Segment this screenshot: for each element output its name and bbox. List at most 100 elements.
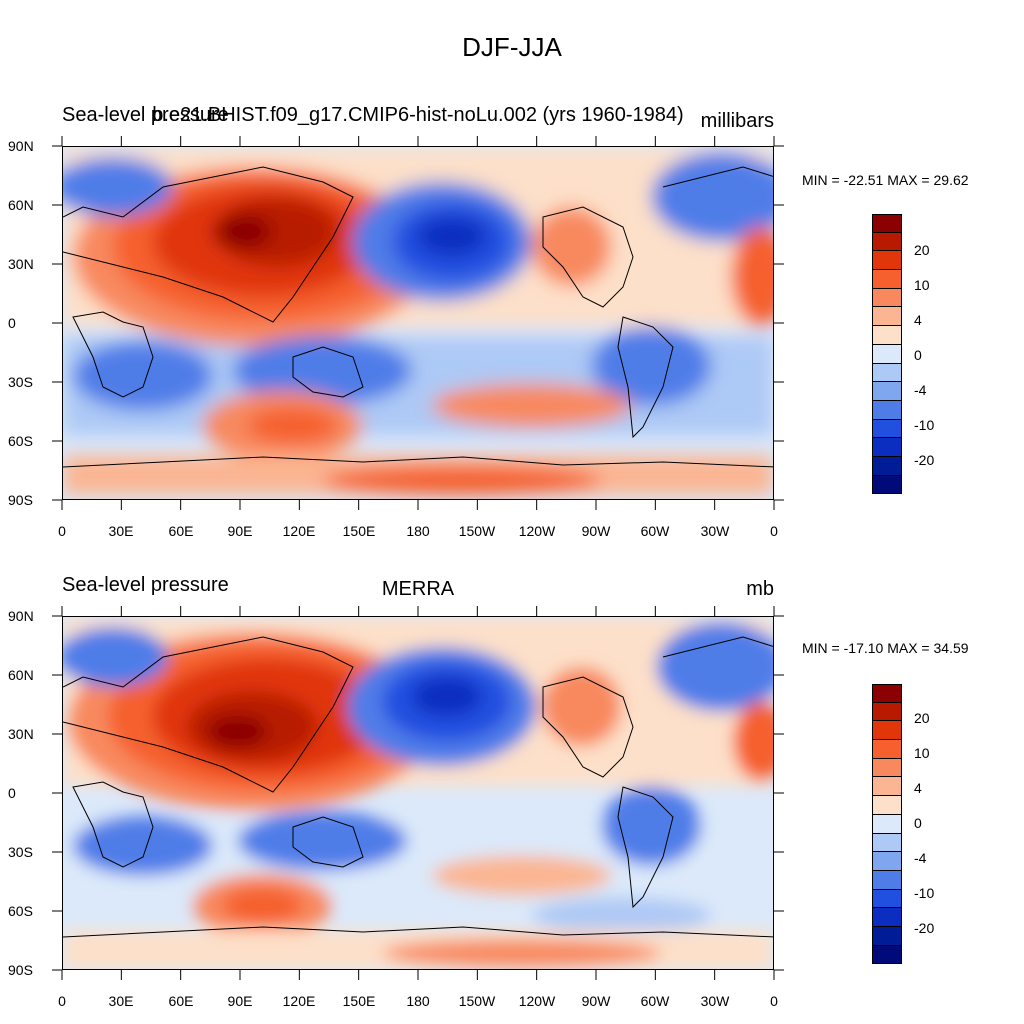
- colorbar-label: -20: [914, 452, 935, 468]
- colorbar-segment: [872, 777, 902, 797]
- colorbar-segment: [872, 251, 902, 271]
- lon-label: 120E: [282, 523, 316, 539]
- colorbar-segment: [872, 833, 902, 853]
- lat-label: 60S: [8, 433, 33, 449]
- colorbar-segment: [872, 438, 902, 457]
- lon-label: 60E: [168, 523, 194, 539]
- lon-label: 0: [58, 993, 66, 1009]
- lat-label: 60N: [8, 667, 34, 683]
- lon-label: 150W: [458, 523, 496, 539]
- lon-label: 0: [770, 993, 778, 1009]
- lon-label: 60W: [640, 993, 670, 1009]
- map-plot: [62, 146, 774, 500]
- pressure-field: [63, 617, 773, 969]
- lon-label: 120W: [518, 523, 556, 539]
- lon-label: 120E: [282, 993, 316, 1009]
- lat-label: 60N: [8, 197, 34, 213]
- colorbar-label: -4: [914, 382, 927, 398]
- colorbar-label: 0: [914, 815, 922, 831]
- lon-label: 30W: [700, 523, 730, 539]
- colorbar-segment: [872, 288, 902, 308]
- colorbar-label: 0: [914, 347, 922, 363]
- colorbar-segment: [872, 684, 902, 703]
- lat-label: 30N: [8, 726, 34, 742]
- colorbar-segment: [872, 889, 902, 909]
- lon-label: 90E: [227, 993, 253, 1009]
- colorbar-segment: [872, 721, 902, 741]
- lat-label: 0: [8, 315, 16, 331]
- lat-label: 90N: [8, 608, 34, 624]
- lon-label: 30W: [700, 993, 730, 1009]
- colorbar-segment: [872, 400, 902, 420]
- lat-label: 30N: [8, 256, 34, 272]
- lon-label: 120W: [518, 993, 556, 1009]
- colorbar-segment: [872, 475, 902, 495]
- colorbar-segment: [872, 307, 902, 327]
- colorbar-label: -10: [914, 885, 935, 901]
- lat-label: 30S: [8, 374, 33, 390]
- colorbar-label: -20: [914, 920, 935, 936]
- panel-left-title: Sea-level pressure: [62, 574, 229, 596]
- lon-label: 30E: [108, 523, 134, 539]
- colorbar-label: 4: [914, 312, 922, 328]
- panel-unit-label: millibars: [700, 110, 774, 132]
- lon-label: 30E: [108, 993, 134, 1009]
- colorbar-label: 4: [914, 780, 922, 796]
- colorbar-segment: [872, 758, 902, 778]
- colorbar-segment: [872, 740, 902, 759]
- lon-label: 150E: [342, 993, 376, 1009]
- figure-title: DJF-JJA: [462, 32, 562, 62]
- colorbar-segment: [872, 363, 902, 383]
- colorbar-label: 10: [914, 745, 930, 761]
- axis-ticks: [52, 606, 784, 980]
- pressure-field: [63, 147, 773, 499]
- lat-label: 90S: [8, 492, 33, 508]
- lat-label: 0: [8, 785, 16, 801]
- panel-unit-label: mb: [746, 578, 774, 600]
- colorbar-segment: [872, 419, 902, 439]
- lon-label: 60W: [640, 523, 670, 539]
- colorbar-segment: [872, 702, 902, 722]
- colorbar-segment: [872, 344, 902, 364]
- colorbar-label: 10: [914, 277, 930, 293]
- colorbar-segment: [872, 908, 902, 927]
- colorbar-segment: [872, 926, 902, 946]
- lat-label: 30S: [8, 844, 33, 860]
- lon-label: 0: [58, 523, 66, 539]
- panel-left-title: Sea-level pressure: [62, 104, 229, 126]
- map-plot: [62, 616, 774, 970]
- colorbar-segment: [872, 326, 902, 345]
- colorbar-segment: [872, 270, 902, 289]
- colorbar-segment: [872, 796, 902, 815]
- lat-label: 60S: [8, 903, 33, 919]
- lon-label: 180: [406, 523, 430, 539]
- colorbar-segment: [872, 870, 902, 890]
- panel-center-title: MERRA: [381, 578, 455, 600]
- lon-label: 60E: [168, 993, 194, 1009]
- lon-label: 90W: [581, 993, 611, 1009]
- colorbar-label: 20: [914, 710, 930, 726]
- colorbar: [872, 684, 902, 965]
- lon-label: 90E: [227, 523, 253, 539]
- lon-label: 180: [406, 993, 430, 1009]
- colorbar-segment: [872, 382, 902, 401]
- colorbar-segment: [872, 232, 902, 252]
- min-max-label: MIN = -22.51 MAX = 29.62: [802, 172, 969, 188]
- colorbar-segment: [872, 814, 902, 834]
- lon-label: 0: [770, 523, 778, 539]
- coastline-overlay: [63, 166, 773, 468]
- lon-label: 150W: [458, 993, 496, 1009]
- colorbar-segment: [872, 456, 902, 476]
- colorbar-label: -4: [914, 850, 927, 866]
- colorbar-label: -10: [914, 417, 935, 433]
- min-max-label: MIN = -17.10 MAX = 34.59: [802, 640, 969, 656]
- colorbar-segment: [872, 214, 902, 233]
- colorbar-label: 20: [914, 242, 930, 258]
- colorbar: [872, 214, 902, 495]
- colorbar-segment: [872, 945, 902, 965]
- lat-label: 90N: [8, 138, 34, 154]
- axis-ticks: [52, 136, 784, 510]
- lon-label: 90W: [581, 523, 611, 539]
- panel-center-title: b.e21.BHIST.f09_g17.CMIP6-hist-noLu.002 …: [152, 104, 684, 126]
- lon-label: 150E: [342, 523, 376, 539]
